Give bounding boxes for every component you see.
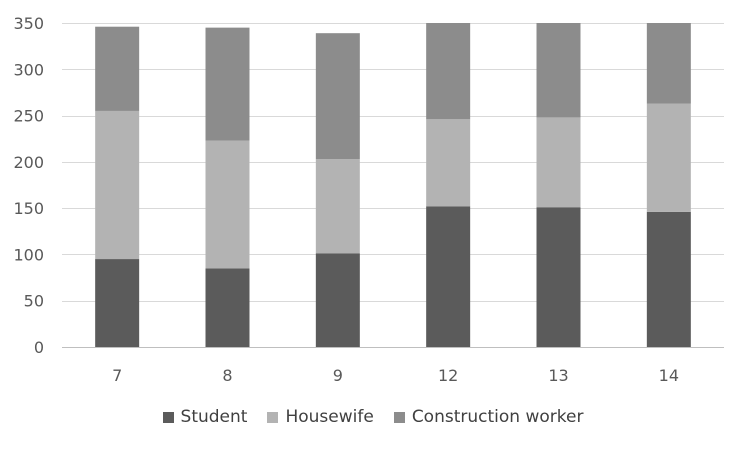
y-axis-ticks: 0 50 100 150 200 250 300 350 [13, 14, 44, 357]
legend-swatch-housewife [267, 411, 279, 423]
bar-segment-construction-worker-13 [536, 23, 581, 118]
bar-segment-construction-worker-9 [315, 33, 360, 160]
y-tick-label: 300 [13, 60, 44, 79]
y-tick-label: 250 [13, 107, 44, 126]
bar-segment-student-13 [536, 207, 581, 347]
gridlines [62, 23, 724, 348]
bar-segment-student-7 [95, 259, 140, 347]
legend: Student Housewife Construction worker [0, 404, 746, 430]
bar-segment-housewife-9 [315, 159, 360, 254]
y-tick-label: 0 [34, 338, 44, 357]
x-tick-label: 8 [222, 366, 232, 385]
legend-item-housewife: Housewife [267, 407, 374, 427]
x-tick-label: 9 [333, 366, 343, 385]
x-tick-label: 14 [659, 366, 679, 385]
bars [95, 23, 691, 347]
y-tick-label: 350 [13, 14, 44, 33]
bar-segment-housewife-12 [426, 119, 471, 207]
bar-segment-housewife-8 [205, 140, 250, 269]
bar-segment-student-12 [426, 206, 471, 347]
bar-segment-housewife-14 [646, 103, 691, 212]
x-tick-label: 7 [112, 366, 122, 385]
bar-segment-student-9 [315, 253, 360, 347]
legend-item-student: Student [162, 407, 248, 427]
legend-label-construction-worker: Construction worker [411, 407, 584, 427]
x-axis-ticks: 7 8 9 12 13 14 [112, 366, 679, 385]
bar-segment-student-8 [205, 268, 250, 347]
legend-item-construction-worker: Construction worker [393, 407, 584, 427]
bar-segment-construction-worker-12 [426, 23, 471, 120]
y-tick-label: 50 [24, 292, 44, 311]
x-tick-label: 13 [548, 366, 568, 385]
bar-segment-construction-worker-8 [205, 27, 250, 141]
bar-segment-housewife-13 [536, 117, 581, 208]
legend-swatch-student [162, 411, 174, 423]
x-tick-label: 12 [438, 366, 458, 385]
bar-segment-housewife-7 [95, 110, 140, 260]
y-tick-label: 200 [13, 153, 44, 172]
y-tick-label: 150 [13, 199, 44, 218]
bar-segment-construction-worker-14 [646, 23, 691, 104]
bar-segment-construction-worker-7 [95, 26, 140, 111]
legend-swatch-construction-worker [393, 411, 405, 423]
legend-label-housewife: Housewife [285, 407, 374, 427]
y-tick-label: 100 [13, 245, 44, 264]
bar-segment-student-14 [646, 211, 691, 347]
legend-label-student: Student [180, 407, 248, 427]
